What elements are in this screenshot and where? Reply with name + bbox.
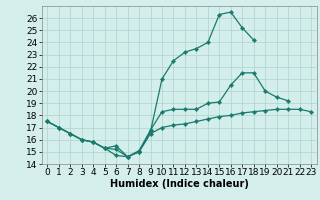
X-axis label: Humidex (Indice chaleur): Humidex (Indice chaleur) — [110, 179, 249, 189]
